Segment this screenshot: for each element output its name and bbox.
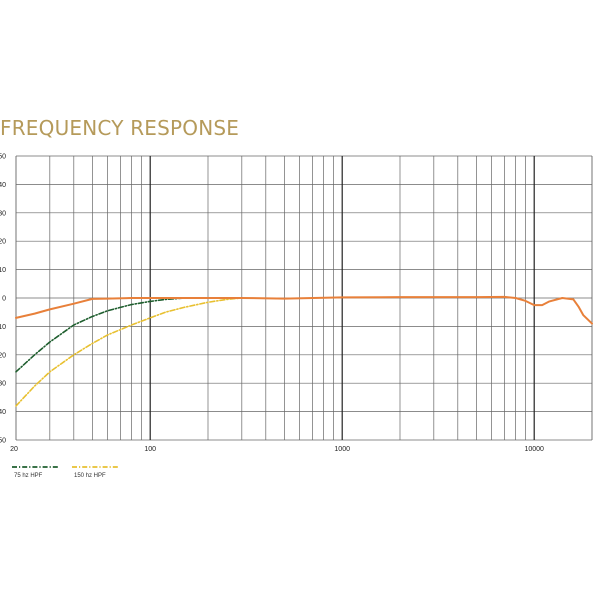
series-line-response xyxy=(15,295,593,325)
series-line-150hz-hpf xyxy=(15,297,243,407)
y-tick-label: -10 xyxy=(0,324,6,331)
x-tick-label: 100 xyxy=(144,446,156,453)
legend-entry-75hz-hpf: 75 hz HPF xyxy=(12,466,58,479)
series-group xyxy=(15,295,593,407)
y-tick-label: 40 xyxy=(0,182,6,189)
y-tick-label: -30 xyxy=(0,381,6,388)
x-tick-label: 10000 xyxy=(524,446,544,453)
legend-label: 150 hz HPF xyxy=(74,473,106,479)
x-axis-ticks: 20 100 1000 10000 xyxy=(10,446,544,453)
y-tick-label: 30 xyxy=(0,210,6,217)
y-tick-label: -20 xyxy=(0,352,6,359)
series-line-75hz-hpf xyxy=(15,297,209,373)
y-tick-label: 0 xyxy=(2,296,6,303)
y-tick-label: 10 xyxy=(0,267,6,274)
y-tick-label: 20 xyxy=(0,239,6,246)
x-tick-label: 1000 xyxy=(334,446,350,453)
x-tick-label: 20 xyxy=(10,446,18,453)
y-tick-label: -50 xyxy=(0,438,6,445)
y-tick-label: -40 xyxy=(0,409,6,416)
legend-label: 75 hz HPF xyxy=(14,473,43,479)
y-tick-label: 50 xyxy=(0,154,6,161)
legend-entry-150hz-hpf: 150 hz HPF xyxy=(72,466,118,479)
y-axis-ticks: 50 40 30 20 10 0 -10 -20 -30 -40 -50 xyxy=(0,154,6,445)
legend: 75 hz HPF 150 hz HPF xyxy=(12,466,118,479)
chart-title: FREQUENCY RESPONSE xyxy=(0,116,240,140)
